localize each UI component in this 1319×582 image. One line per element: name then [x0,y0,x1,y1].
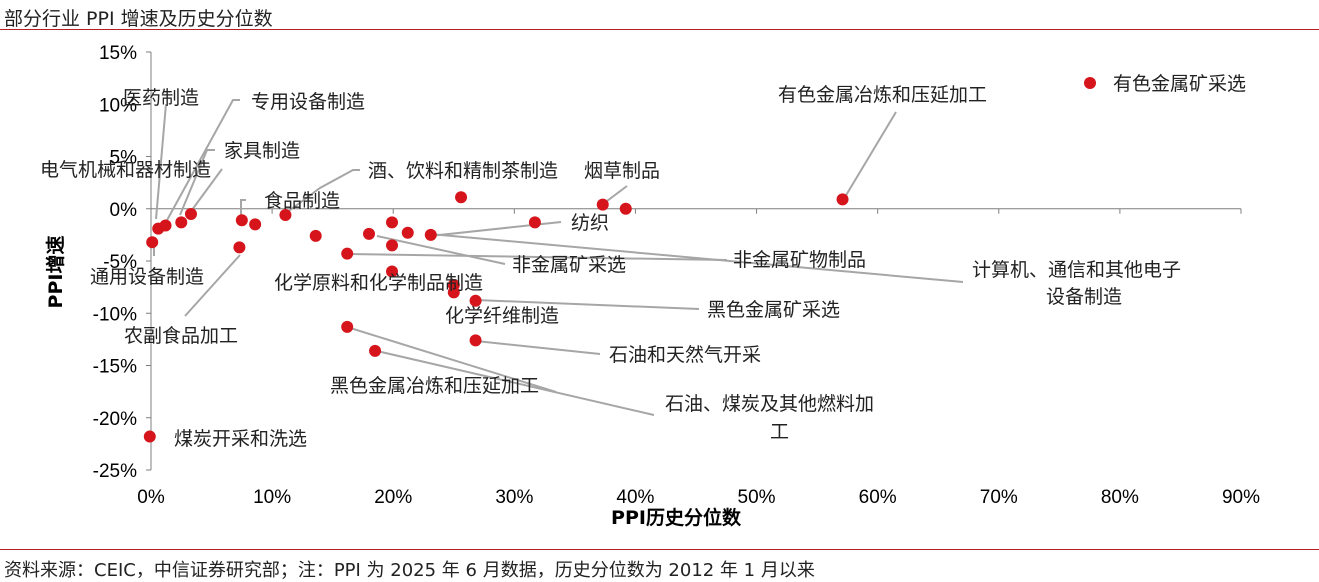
annotation-label: 煤炭开采和洗选 [174,428,307,450]
annotation-label: 非金属矿采选 [512,254,626,276]
x-tick-label: 50% [738,487,776,508]
data-point [146,236,159,249]
annotation-label: 化学纤维制造 [445,305,559,327]
y-tick-label: -20% [93,409,137,430]
data-point [469,294,482,307]
y-axis-title: PPI增速 [44,236,67,309]
data-point [469,334,482,347]
annotation-label: 石油和天然气开采 [609,344,761,366]
data-point [143,430,156,443]
top-rule [0,29,1319,30]
data-point [528,216,541,229]
leader-line [376,235,506,265]
annotation-label: 烟草制品 [584,160,660,182]
annotation-label: 酒、饮料和精制茶制造 [368,160,558,182]
x-tick-label: 90% [1222,487,1260,508]
data-point [235,214,248,227]
leader-line [285,169,360,214]
y-tick-label: 10% [99,95,137,116]
x-tick-label: 70% [980,487,1018,508]
leader-line [475,299,700,310]
leader-line [179,149,215,216]
annotation-label: 黑色金属矿采选 [707,299,840,321]
leader-line [155,103,167,220]
annotation-label: 设备制造 [1046,286,1122,308]
leader-line [475,340,601,355]
x-tick-label: 80% [1101,487,1139,508]
data-point [401,226,414,239]
y-tick-label: -25% [93,461,137,482]
annotation-label: 通用设备制造 [90,266,204,288]
chart-title: 部分行业 PPI 增速及历史分位数 [4,8,273,30]
data-point [309,229,322,242]
leader-line [184,254,241,317]
data-point [424,228,437,241]
annotation-label: 医药制造 [123,87,199,109]
data-point [159,219,172,232]
x-tick-label: 10% [253,487,291,508]
data-point [233,241,246,254]
x-tick-label: 30% [495,487,533,508]
x-axis-title: PPI历史分位数 [611,506,742,529]
y-tick-label: -15% [93,357,137,378]
annotation-label: 纺织 [571,212,609,234]
annotation-label: 有色金属冶炼和压延加工 [778,84,987,106]
leader-line [165,99,240,223]
data-point [455,191,468,204]
annotation-label: 计算机、通信和其他电子 [972,259,1181,281]
legend-label: 有色金属矿采选 [1113,73,1246,95]
data-point [596,198,609,211]
annotation-label: 工 [770,421,789,443]
data-point [279,209,292,222]
y-tick-label: 15% [99,43,137,64]
leader-line [376,350,655,416]
data-point [836,193,849,206]
annotation-label: 电气机械和器材制造 [40,159,211,181]
data-point [363,227,375,240]
bottom-rule [0,549,1319,550]
data-point [447,286,460,299]
leader-line [844,111,897,198]
source-note: 资料来源：CEIC，中信证券研究部；注：PPI 为 2025 年 6 月数据，历… [4,560,815,581]
annotation-label: 专用设备制造 [251,91,365,113]
data-point [386,239,399,252]
annotation-label: 非金属矿物制品 [733,249,866,271]
data-point [369,344,382,357]
data-point [341,320,354,333]
leader-line [346,326,557,393]
annotation-label: 农副食品加工 [124,325,238,347]
y-tick-label: 5% [110,148,138,169]
leader-line [429,233,964,283]
legend-marker [1084,77,1096,89]
x-tick-label: 60% [859,487,897,508]
data-point [341,247,354,260]
annotation-label: 化学原料和化学制品制造 [274,272,483,294]
data-point [386,216,399,229]
annotation-label: 食品制造 [264,190,340,212]
data-point [175,216,188,229]
y-tick-label: -5% [103,252,137,273]
data-point [249,218,262,231]
annotation-label: 石油、煤炭及其他燃料加 [665,393,874,415]
data-point [184,207,197,220]
leader-line [429,221,562,237]
y-tick-label: -10% [93,304,137,325]
axes: 15%10%5%0%-5%-10%-15%-20%-25%0% 10% 20% 30%… [44,43,1260,529]
x-tick-label: 0% [137,487,165,508]
leader-line [188,168,223,215]
annotation-label: 家具制造 [224,140,300,162]
leader-line [240,199,246,216]
leader-line [346,253,728,261]
data-points [143,191,849,443]
y-tick-label: 0% [110,200,138,221]
data-point [386,265,399,278]
annotation-label: 黑色金属冶炼和压延加工 [330,375,539,397]
x-tick-label: 40% [616,487,654,508]
x-tick-label: 20% [374,487,412,508]
legend: 有色金属矿采选 [1084,73,1246,95]
data-point [619,202,632,215]
